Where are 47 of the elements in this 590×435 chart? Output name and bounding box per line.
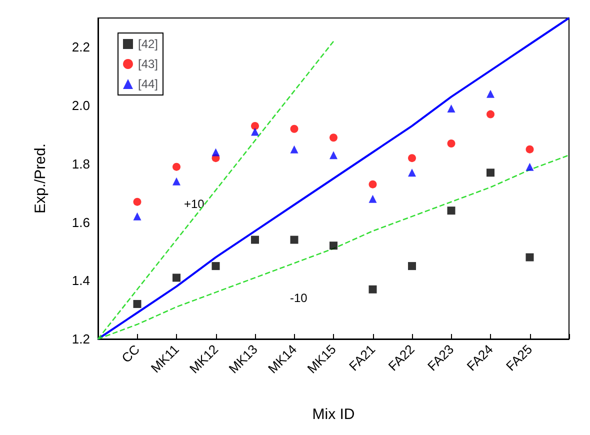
point bbox=[172, 274, 180, 282]
annotation: +10 bbox=[184, 197, 205, 211]
point bbox=[172, 177, 180, 186]
y-axis-title: Exp./Pred. bbox=[32, 143, 49, 214]
y-tick-label: 1.2 bbox=[72, 332, 90, 346]
y-tick-label: 1.8 bbox=[72, 156, 90, 172]
point bbox=[447, 139, 456, 148]
point bbox=[526, 253, 534, 262]
point bbox=[212, 148, 220, 156]
point bbox=[408, 262, 416, 270]
point bbox=[330, 242, 338, 250]
point bbox=[330, 134, 338, 142]
point bbox=[368, 180, 377, 188]
point bbox=[290, 236, 298, 244]
point bbox=[368, 194, 377, 203]
point bbox=[330, 151, 338, 160]
line-series bbox=[97, 17, 570, 340]
point bbox=[290, 124, 298, 133]
annotation: -10 bbox=[290, 291, 308, 305]
x-tick-label: CC bbox=[118, 342, 143, 366]
legend-label: [44] bbox=[138, 77, 158, 91]
point bbox=[408, 154, 416, 162]
point bbox=[172, 162, 180, 171]
point bbox=[447, 104, 456, 112]
point bbox=[526, 162, 534, 171]
y-tick-label: 2.2 bbox=[72, 40, 90, 55]
point bbox=[251, 122, 259, 130]
legend-label: [42] bbox=[138, 37, 158, 51]
y-tick-label: 1.6 bbox=[72, 214, 90, 230]
point bbox=[486, 110, 494, 118]
point bbox=[447, 206, 456, 215]
y-tick-label: 1.4 bbox=[72, 273, 90, 288]
point bbox=[408, 168, 416, 177]
point bbox=[133, 300, 142, 308]
point bbox=[368, 285, 377, 294]
point bbox=[251, 128, 259, 136]
point bbox=[133, 198, 142, 206]
point bbox=[486, 168, 494, 177]
point bbox=[251, 236, 259, 244]
point bbox=[212, 262, 220, 270]
x-axis-title: Mix ID bbox=[312, 406, 355, 423]
point bbox=[486, 90, 494, 98]
y-tick-label: 2.0 bbox=[72, 98, 90, 114]
point bbox=[290, 145, 298, 154]
point bbox=[526, 145, 534, 154]
point bbox=[133, 212, 142, 220]
legend-label: [43] bbox=[138, 57, 158, 71]
